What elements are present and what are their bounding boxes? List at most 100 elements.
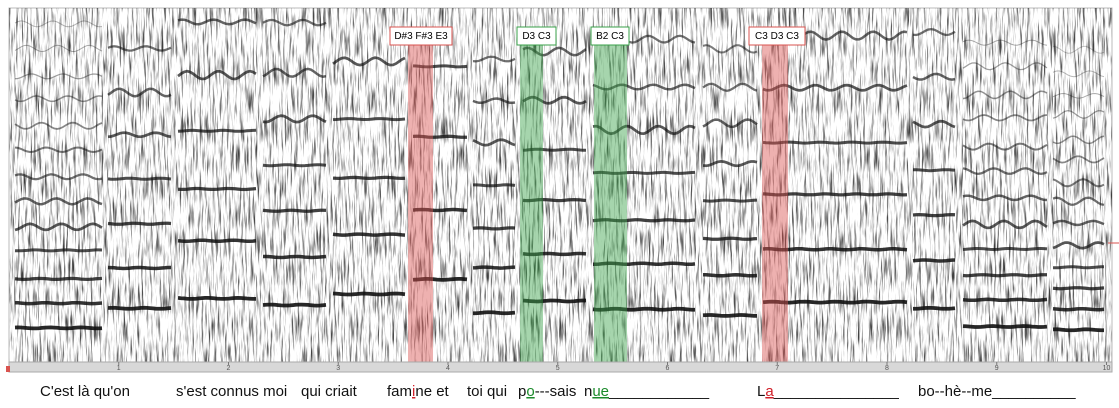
harmonic [1052,92,1105,99]
highlight-band [762,40,788,362]
lyric: C'est là qu'on [40,383,130,400]
lyric: famine et [387,383,450,400]
harmonic [1052,306,1105,312]
lyric-highlight: a [765,383,774,400]
harmonic [1052,219,1105,227]
harmonic [762,299,908,305]
harmonic [702,118,758,129]
harmonic [412,64,468,69]
harmonic [107,131,172,139]
lyric-part: p [518,383,526,400]
harmonic [522,95,587,105]
harmonic [1052,327,1104,333]
lyric-highlight: i [412,383,415,400]
harmonic [472,138,516,147]
x-tick-label: 1 [117,365,121,372]
lyric-part: n [584,383,592,400]
harmonic [332,56,406,67]
harmonic [107,305,172,311]
cursor [6,366,10,372]
harmonic [703,273,758,278]
lyric: po---sais [518,383,576,400]
harmonic [1052,70,1105,78]
harmonic [592,218,696,223]
harmonics [14,18,1105,333]
harmonic [472,265,516,270]
harmonic [177,18,257,26]
lyric-part: fam [387,383,412,400]
harmonic [1052,155,1105,164]
harmonic [962,62,1048,71]
x-tick-label: 6 [666,365,670,372]
harmonic [177,69,257,81]
annotation-box [516,26,557,46]
harmonic [472,226,516,231]
harmonic [412,134,468,139]
annotation: B2 C3 [596,31,624,42]
harmonic [14,73,103,80]
x-tick-label: 2 [227,365,231,372]
harmonic [962,142,1048,151]
harmonic [962,324,1048,329]
x-tick-label: 4 [446,365,450,372]
x-tick-label: 3 [336,365,340,372]
harmonic [522,46,587,57]
harmonic [262,163,327,168]
harmonic [473,310,516,316]
harmonic [14,276,103,282]
harmonic [262,18,327,27]
harmonic [177,296,256,301]
harmonic [702,313,757,318]
harmonic [412,277,468,282]
harmonic [702,198,758,203]
harmonic [14,325,103,331]
harmonic [592,170,696,175]
harmonic [107,221,172,226]
x-tick-label: 9 [995,365,999,372]
harmonic [962,273,1047,278]
harmonic [177,186,257,192]
harmonic [522,147,586,152]
harmonic [592,124,696,136]
harmonic [592,306,695,312]
lyric: nue____________ [584,383,710,400]
x-tick-label: 7 [775,365,779,372]
harmonic [1052,45,1105,54]
harmonic [962,167,1048,176]
x-tick-label: 8 [885,365,889,372]
harmonic [262,114,327,124]
harmonic [332,291,406,297]
harmonic [107,45,172,52]
harmonic [332,175,406,181]
harmonic [332,232,406,237]
lyric-highlight: o [526,383,534,400]
harmonic [962,247,1048,252]
lyric-part: ____________ [608,383,710,400]
x-tick-label: 5 [556,365,560,372]
lyric-highlight: ue [592,383,609,400]
lyric: La_______________ [757,383,899,400]
harmonic [1053,265,1104,270]
x-tick-label: 10 [1103,365,1111,372]
highlight-band [408,40,433,362]
harmonic [1052,196,1105,206]
harmonic [912,72,956,81]
lyric-part: _______________ [773,383,900,400]
harmonic [262,67,327,78]
annotation: C3 D3 C3 [755,31,799,42]
harmonic [14,173,103,181]
harmonic [522,298,586,304]
harmonic [262,208,327,213]
lyric: toi qui [467,383,507,400]
harmonic [762,247,908,252]
harmonic [472,55,516,63]
harmonic [912,119,956,129]
harmonic [14,95,103,103]
harmonic [14,146,103,154]
harmonic [14,197,103,206]
lyric: qui criait [301,383,358,400]
harmonic [107,176,172,181]
harmonic [962,114,1048,122]
harmonic [412,207,468,213]
lyric: bo--hè--me__________ [918,383,1076,400]
